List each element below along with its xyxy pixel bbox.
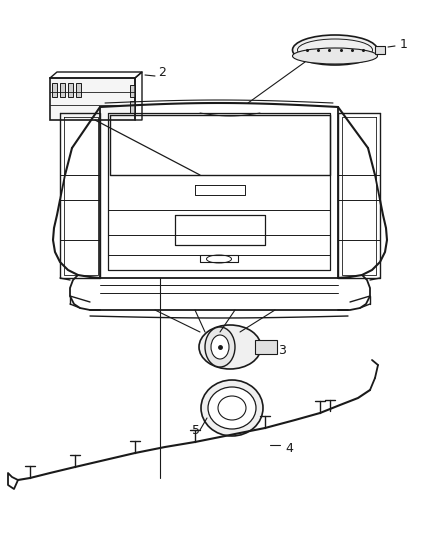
Text: 3: 3 xyxy=(278,343,286,357)
Text: 5: 5 xyxy=(192,424,200,437)
Bar xyxy=(68,83,73,97)
Bar xyxy=(60,83,65,97)
Bar xyxy=(50,78,135,120)
Ellipse shape xyxy=(205,327,235,367)
Ellipse shape xyxy=(211,335,229,359)
Text: 2: 2 xyxy=(158,66,166,78)
Ellipse shape xyxy=(201,380,263,436)
Bar xyxy=(52,83,57,97)
Bar xyxy=(130,101,135,113)
Ellipse shape xyxy=(218,396,246,420)
Ellipse shape xyxy=(199,325,261,369)
Ellipse shape xyxy=(208,387,256,429)
Text: 4: 4 xyxy=(285,441,293,455)
Bar xyxy=(255,340,277,354)
Ellipse shape xyxy=(293,48,378,64)
Bar xyxy=(130,85,135,97)
Text: 1: 1 xyxy=(400,38,408,52)
Bar xyxy=(375,46,385,54)
Bar xyxy=(76,83,81,97)
Ellipse shape xyxy=(293,35,378,65)
